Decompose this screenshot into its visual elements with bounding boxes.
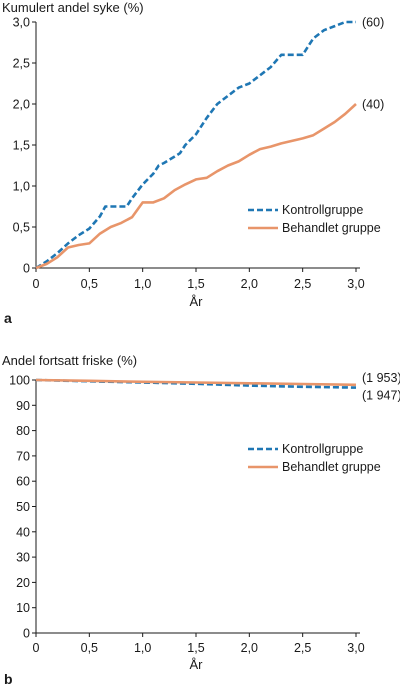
legend-label: Behandlet gruppe: [282, 460, 381, 474]
x-axis-label: År: [190, 657, 204, 672]
x-tick-label: 2,0: [241, 641, 258, 655]
legend-label: Kontrollgruppe: [282, 442, 363, 456]
y-tick-label: 0,5: [13, 221, 30, 235]
y-tick-label: 50: [16, 500, 30, 514]
x-tick-label: 1,0: [134, 277, 151, 291]
series-line-behandlet-gruppe: [35, 103, 357, 270]
x-tick-label: 0,5: [81, 641, 98, 655]
chart-panel-a: Kumulert andel syke (%) 0 0,5 1,0 1,5 2,0 2,5 3…: [2, 0, 384, 326]
y-tick-label: 20: [16, 576, 30, 590]
y-tick-label: 60: [16, 475, 30, 489]
series-end-label: (1 953): [362, 371, 400, 385]
x-tick-label: 2,5: [294, 277, 311, 291]
y-tick-label: 100: [9, 374, 30, 388]
x-tick-label: 1,5: [187, 277, 204, 291]
series-line-kontrollgruppe: [35, 20, 356, 270]
chart-panel-b: Andel fortsatt friske (%) 0 10 20 30 40 50 60 70…: [2, 353, 400, 685]
y-tick-label: 2,0: [13, 98, 30, 112]
x-tick-label: 2,0: [241, 277, 258, 291]
series-end-label: (1 947): [362, 389, 400, 403]
series-line-kontrollgruppe: [35, 378, 357, 389]
series-line-behandlet-gruppe: [35, 378, 357, 387]
y-tick-label: 40: [16, 525, 30, 539]
x-tick-label: 3,0: [347, 641, 364, 655]
y-tick-label: 90: [16, 399, 30, 413]
y-tick-label: 3,0: [13, 16, 30, 30]
x-tick-label: 0: [33, 277, 40, 291]
y-tick-label: 0: [23, 262, 30, 276]
x-axis-label: År: [190, 294, 204, 309]
y-tick-label: 10: [16, 601, 30, 615]
x-tick-label: 3,0: [347, 277, 364, 291]
series-end-label: (40): [362, 98, 384, 112]
y-tick-label: 0: [23, 627, 30, 641]
legend-label: Behandlet gruppe: [282, 221, 381, 235]
x-tick-label: 2,5: [294, 641, 311, 655]
x-tick-label: 0,5: [81, 277, 98, 291]
y-tick-label: 30: [16, 551, 30, 565]
legend-label: Kontrollgruppe: [282, 203, 363, 217]
y-tick-label: 1,0: [13, 180, 30, 194]
panel-label: a: [4, 310, 12, 326]
y-tick-label: 1,5: [13, 139, 30, 153]
y-tick-label: 2,5: [13, 57, 30, 71]
chart-title: Kumulert andel syke (%): [2, 0, 144, 15]
panel-label: b: [4, 671, 13, 685]
x-tick-label: 1,5: [187, 641, 204, 655]
y-tick-label: 70: [16, 449, 30, 463]
chart-title: Andel fortsatt friske (%): [2, 353, 137, 368]
x-tick-label: 1,0: [134, 641, 151, 655]
series-end-label: (60): [362, 16, 384, 30]
y-tick-label: 80: [16, 424, 30, 438]
x-tick-label: 0: [33, 641, 40, 655]
